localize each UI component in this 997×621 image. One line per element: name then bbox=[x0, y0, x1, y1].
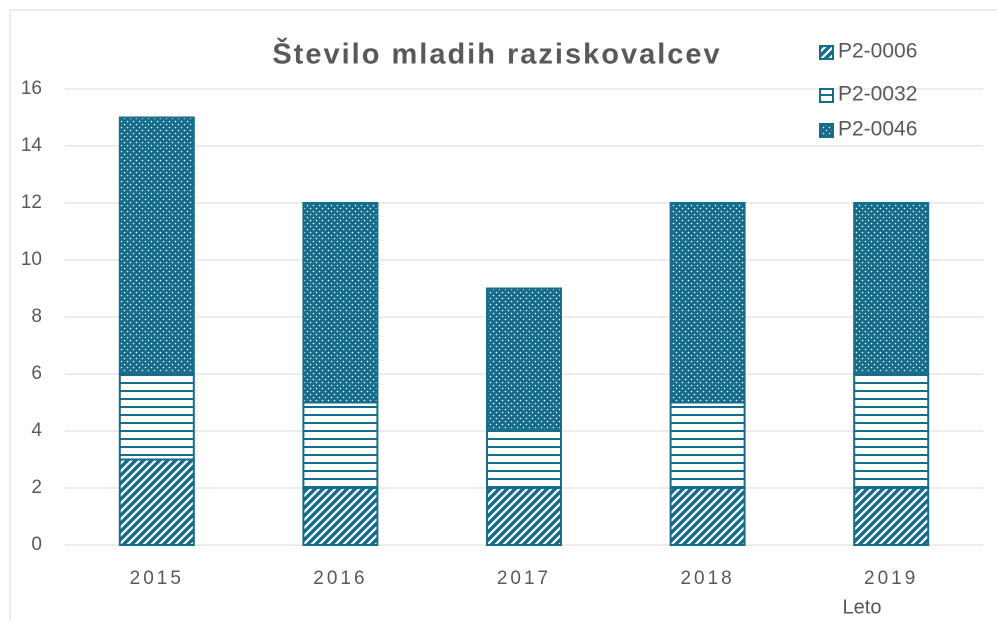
legend-label: P2-0006 bbox=[838, 40, 917, 63]
bar-segment bbox=[669, 202, 746, 404]
bar-segment bbox=[853, 373, 930, 489]
x-tick-label: 2015 bbox=[130, 568, 184, 589]
bar-segment bbox=[669, 401, 746, 489]
chart-title: Število mladih raziskovalcev bbox=[272, 37, 721, 71]
legend-swatch bbox=[819, 45, 834, 60]
bar-segment bbox=[302, 401, 379, 489]
y-tick-label: 16 bbox=[21, 78, 42, 99]
legend-label: P2-0032 bbox=[838, 83, 917, 106]
bar-segment bbox=[302, 202, 379, 404]
y-tick-label: 4 bbox=[31, 420, 42, 441]
bar-segment bbox=[486, 430, 562, 489]
bar-segment bbox=[302, 487, 379, 546]
x-tick-label: 2017 bbox=[497, 568, 551, 589]
y-tick-label: 0 bbox=[31, 534, 42, 555]
bar-segment bbox=[486, 287, 562, 432]
x-tick-label: 2019 bbox=[864, 568, 918, 589]
legend-swatch bbox=[819, 88, 834, 103]
bar-segment bbox=[118, 458, 195, 546]
y-tick-label: 2 bbox=[31, 477, 42, 498]
legend-swatch bbox=[819, 123, 834, 138]
x-tick-label: 2016 bbox=[313, 568, 367, 589]
bar-segment bbox=[118, 116, 195, 375]
y-tick-label: 8 bbox=[31, 306, 42, 327]
y-tick-label: 12 bbox=[21, 192, 42, 213]
x-tick-label: 2018 bbox=[680, 568, 734, 589]
bar-segment bbox=[853, 487, 930, 546]
x-axis-label: Leto bbox=[843, 596, 882, 618]
y-tick-label: 6 bbox=[31, 363, 42, 384]
legend-label: P2-0046 bbox=[838, 118, 917, 141]
bar-segment bbox=[669, 487, 746, 546]
bar-segment bbox=[853, 202, 930, 375]
y-tick-label: 14 bbox=[21, 135, 43, 156]
bar-segment bbox=[486, 487, 562, 546]
y-tick-label: 10 bbox=[21, 249, 42, 270]
bar-segment bbox=[118, 373, 195, 461]
